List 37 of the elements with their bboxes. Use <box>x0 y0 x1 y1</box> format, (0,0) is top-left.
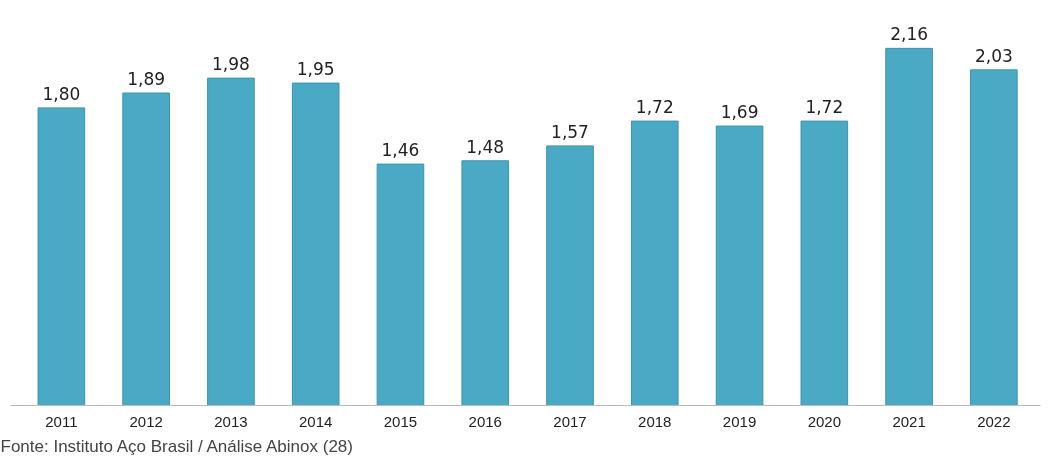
x-tick-label: 2016 <box>468 412 502 430</box>
x-tick-label: 2019 <box>722 412 757 430</box>
bar <box>715 125 764 406</box>
data-label: 1,80 <box>42 83 81 104</box>
data-label: 1,72 <box>805 97 844 118</box>
x-tick-label: 2014 <box>299 412 333 430</box>
data-label: 2,16 <box>890 24 929 45</box>
x-tick-label: 2013 <box>214 412 248 430</box>
x-tick-label: 2020 <box>807 412 842 430</box>
data-label: 1,48 <box>466 136 505 157</box>
x-tick-label: 2022 <box>977 412 1011 430</box>
data-label: 1,46 <box>381 140 420 161</box>
data-label: 1,95 <box>296 59 335 80</box>
bar <box>37 107 86 406</box>
data-label: 1,98 <box>211 54 250 75</box>
bar <box>376 163 425 406</box>
source-note: Fonte: Instituto Aço Brasil / Análise Abinox (28) <box>0 436 353 456</box>
data-label: 1,69 <box>720 102 759 123</box>
bar <box>630 120 679 406</box>
x-tick-label: 2021 <box>892 412 926 430</box>
data-label: 1,57 <box>551 121 589 142</box>
bar <box>207 77 255 406</box>
bar <box>800 120 849 406</box>
data-label: 2,03 <box>974 45 1013 66</box>
bar <box>291 82 340 406</box>
bar <box>461 160 510 406</box>
x-tick-label: 2017 <box>553 412 587 430</box>
data-label: 1,72 <box>635 97 674 118</box>
bar <box>970 69 1018 406</box>
bar <box>122 92 170 406</box>
x-tick-label: 2012 <box>129 412 163 430</box>
bar <box>885 47 933 406</box>
x-tick-label: 2011 <box>45 412 78 430</box>
x-tick-label: 2015 <box>383 412 418 430</box>
bar <box>546 145 594 406</box>
data-label: 1,89 <box>127 69 166 89</box>
x-tick-label: 2018 <box>638 412 672 430</box>
